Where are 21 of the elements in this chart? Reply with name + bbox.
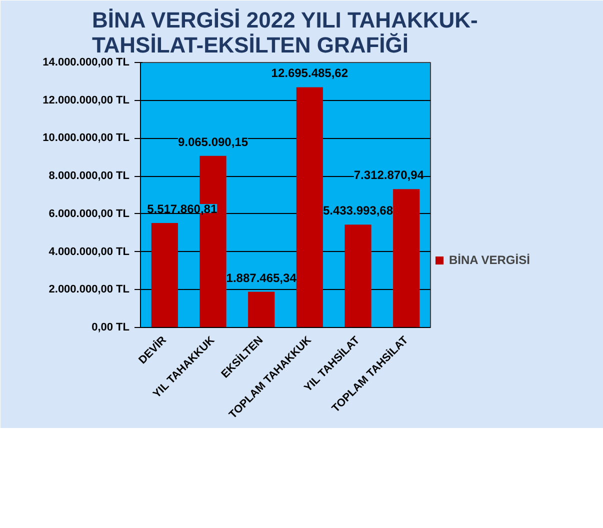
y-tick-label: 12.000.000,00 TL <box>42 94 130 106</box>
y-tick-label: 8.000.000,00 TL <box>48 170 130 182</box>
bar <box>248 292 275 328</box>
data-label: 12.695.485,62 <box>271 66 348 80</box>
data-label: 7.312.870,94 <box>354 168 424 182</box>
y-tick-label: 0,00 TL <box>92 322 130 334</box>
bar <box>151 223 178 328</box>
bar <box>296 87 323 328</box>
y-tick-label: 4.000.000,00 TL <box>48 246 130 258</box>
data-label: 1.887.465,34 <box>226 270 297 285</box>
data-label: 9.065.090,15 <box>178 134 248 149</box>
chart-title: BİNA VERGİSİ 2022 YILI TAHAKKUK- TAHSİLAT-EKSİLTEN GRAFİĞİ <box>92 8 478 58</box>
data-label: 5.517.860,81 <box>147 202 218 216</box>
y-tick-label: 14.000.000,00 TL <box>42 56 130 68</box>
y-tick-label: 10.000.000,00 TL <box>42 132 130 144</box>
y-tick-label: 2.000.000,00 TL <box>48 284 130 296</box>
legend-label: BİNA VERGİSİ <box>449 253 530 267</box>
bar <box>344 224 372 328</box>
bar <box>393 189 420 328</box>
y-tick-label: 6.000.000,00 TL <box>48 208 130 220</box>
data-label: 5.433.993,68 <box>322 204 394 218</box>
